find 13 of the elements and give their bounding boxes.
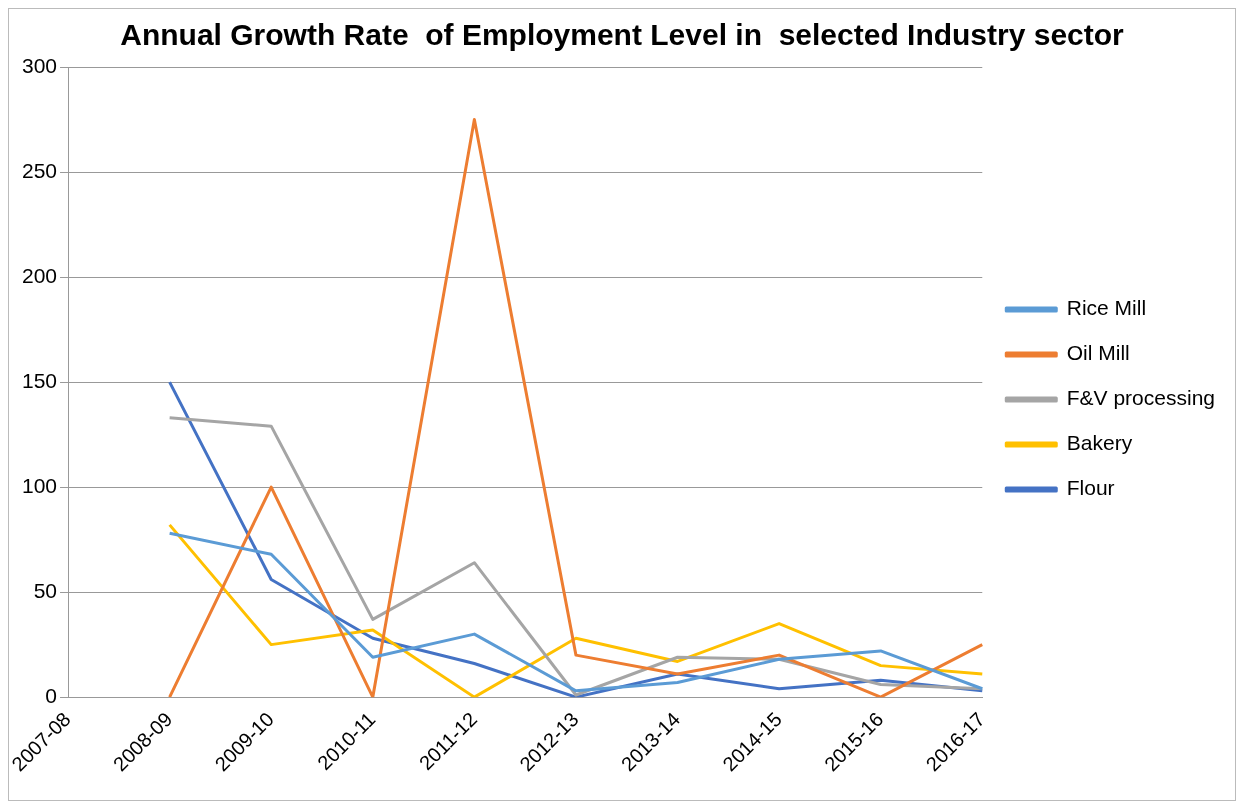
y-tick-label: 200 [21,263,58,287]
legend-label: Bakery [1066,431,1133,455]
y-tick-label: 250 [21,158,58,182]
y-tick-label: 100 [21,473,58,497]
y-tick-label: 0 [45,683,58,707]
legend-label: Rice Mill [1066,296,1147,320]
y-tick-label: 150 [21,368,58,392]
y-tick-label: 300 [21,53,58,77]
legend-label: Oil Mill [1066,341,1130,365]
chart-title: Annual Growth Rate of Employment Level in selected Industry sector [120,18,1125,52]
y-tick-label: 50 [33,578,58,602]
legend-label: F&V processing [1066,386,1215,410]
legend-label: Flour [1066,476,1115,500]
